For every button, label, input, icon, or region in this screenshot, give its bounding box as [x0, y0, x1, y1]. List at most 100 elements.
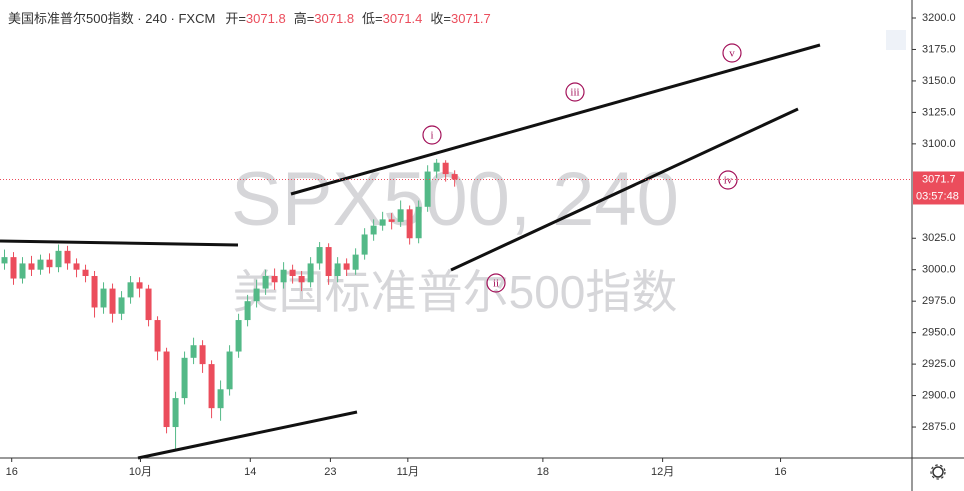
candle-body	[55, 250, 62, 268]
candle-body	[100, 288, 107, 308]
candle-body	[334, 263, 341, 277]
candle-body	[253, 288, 260, 302]
ohlc-label: 收=	[430, 11, 451, 26]
candle-body	[172, 398, 179, 428]
watermark: SPX500, 240	[231, 157, 679, 242]
candle-body	[370, 225, 377, 235]
wave-label: ii	[493, 278, 499, 290]
trend-line	[0, 239, 239, 247]
candle-body	[64, 250, 71, 264]
candle-body	[433, 162, 440, 172]
wave-marker	[486, 273, 506, 293]
candle-body	[343, 263, 350, 270]
x-tick-label: 23	[324, 466, 336, 478]
candle-body	[244, 301, 251, 321]
last-price-label: 3071.7	[922, 173, 956, 185]
trend-line	[137, 410, 358, 460]
y-tick-label: 3200.0	[922, 12, 956, 24]
chart-title: 美国标准普尔500指数 · 240 · FXCM	[8, 11, 216, 26]
last-price-badge	[913, 171, 964, 205]
wave-marker	[565, 82, 585, 102]
candle-body	[397, 209, 404, 222]
ohlc-label: 高=	[293, 11, 315, 26]
ohlc-value: 3071.7	[451, 11, 491, 26]
y-tick-label: 2925.0	[922, 358, 956, 370]
candle-body	[424, 171, 431, 207]
candle-body	[10, 257, 17, 279]
candle-body	[118, 297, 125, 314]
candle-body	[73, 263, 80, 270]
countdown-label: 03:57:48	[916, 190, 959, 202]
candle-body	[163, 351, 170, 428]
candle-body	[46, 259, 53, 268]
y-tick-label: 3150.0	[922, 75, 956, 87]
wave-marker	[422, 125, 442, 145]
candle-body	[208, 364, 215, 409]
y-tick-label: 2875.0	[922, 421, 956, 433]
y-tick-label: 3125.0	[922, 106, 956, 118]
wave-label: i	[430, 130, 433, 142]
candle-body	[91, 276, 98, 308]
candle-body	[37, 259, 44, 270]
y-tick-label: 3100.0	[922, 138, 956, 150]
y-tick-label: 3000.0	[922, 264, 956, 276]
candle-body	[1, 257, 8, 264]
candle-body	[415, 206, 422, 239]
x-tick-label: 10月	[129, 466, 152, 478]
watermark-subtitle: 美国标准普尔500指数	[233, 266, 678, 318]
y-tick-label: 3175.0	[922, 43, 956, 55]
x-tick-label: 16	[774, 466, 786, 478]
wave-marker	[722, 43, 742, 63]
candle-body	[316, 247, 323, 264]
y-tick-label: 3025.0	[922, 232, 956, 244]
candle-body	[199, 345, 206, 365]
candle-body	[154, 320, 161, 352]
candle-body	[217, 389, 224, 409]
y-tick-label: 2975.0	[922, 295, 956, 307]
candle-body	[388, 219, 395, 222]
candle-body	[406, 209, 413, 239]
wave-label: v	[729, 48, 735, 60]
candle-body	[325, 247, 332, 277]
candle-body	[28, 263, 35, 270]
candle-body	[442, 162, 449, 175]
x-tick-label: 12月	[651, 466, 674, 478]
ohlc-value: 3071.8	[245, 11, 286, 26]
candle-body	[136, 282, 143, 289]
candle-body	[181, 357, 188, 399]
candle-body	[361, 234, 368, 255]
candle-body	[289, 269, 296, 277]
candle-body	[262, 276, 269, 289]
ohlc-value: 3071.8	[314, 11, 355, 26]
candle-body	[82, 269, 89, 277]
x-tick-label: 11月	[397, 466, 419, 478]
wave-label: iv	[724, 175, 733, 187]
candle-body	[352, 254, 359, 270]
candle-body	[271, 276, 278, 283]
candle-body	[145, 288, 152, 321]
candle-body	[298, 276, 305, 283]
wave-marker	[718, 170, 738, 190]
candle-body	[127, 282, 134, 298]
widget-button[interactable]	[886, 30, 906, 50]
x-tick-label: 18	[537, 466, 549, 478]
x-tick-label: 14	[244, 466, 256, 478]
candle-body	[235, 320, 242, 352]
candle-body	[190, 345, 197, 358]
candle-body	[19, 263, 26, 279]
candle-body	[307, 263, 314, 283]
wave-label: iii	[570, 87, 579, 99]
settings-icon[interactable]	[930, 464, 946, 480]
trend-lines	[0, 43, 821, 460]
candle-body	[226, 351, 233, 390]
candle-body	[379, 219, 386, 226]
trend-line	[290, 43, 821, 196]
candle-body	[451, 174, 458, 180]
legend-header: 美国标准普尔500指数 · 240 · FXCM 开=3071.8 高=3071.8…	[8, 8, 499, 27]
trend-line	[450, 107, 799, 272]
candle-body	[109, 288, 116, 314]
y-tick-label: 2950.0	[922, 327, 956, 339]
ohlc-label: 低=	[362, 11, 383, 26]
